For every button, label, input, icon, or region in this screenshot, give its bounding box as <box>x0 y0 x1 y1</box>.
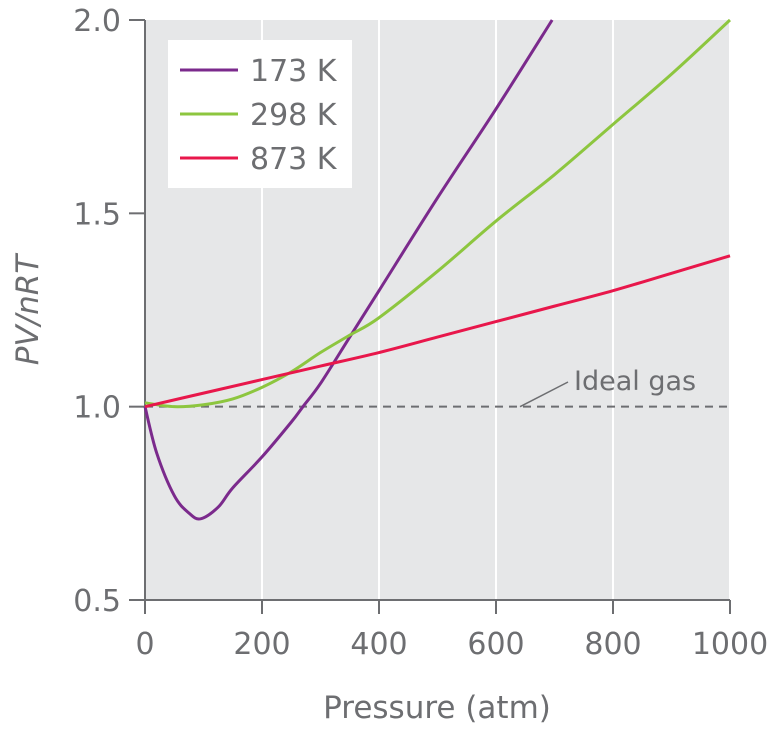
x-tick-label: 200 <box>233 627 290 662</box>
y-tick-label: 1.0 <box>73 391 121 426</box>
ideal-gas-label: Ideal gas <box>574 366 696 397</box>
x-tick-label: 1000 <box>692 627 768 662</box>
y-tick-label: 2.0 <box>73 4 121 39</box>
series-line-173k <box>143 19 554 521</box>
ideal-gas-reference: Ideal gas <box>145 366 730 408</box>
y-tick-label: 0.5 <box>73 584 121 619</box>
legend: 173 K 298 K 873 K <box>168 40 352 188</box>
series-lines <box>143 18 732 521</box>
ideal-gas-leader <box>519 381 569 408</box>
legend-label: 873 K <box>250 142 338 177</box>
legend-label: 298 K <box>250 98 338 133</box>
y-tick-label: 1.5 <box>73 197 121 232</box>
x-tick-label: 400 <box>350 627 407 662</box>
legend-label: 173 K <box>250 54 338 89</box>
axes <box>129 19 731 614</box>
series-line-873k <box>144 254 731 409</box>
y-axis-label: PV/nRT <box>10 253 46 366</box>
x-tick-label: 0 <box>135 627 154 662</box>
tick-labels: 0 200 400 600 800 1000 0.5 1.0 1.5 2.0 <box>73 4 768 662</box>
x-tick-label: 800 <box>584 627 641 662</box>
series-line-298k <box>144 18 732 409</box>
x-tick-label: 600 <box>467 627 524 662</box>
x-axis-label: Pressure (atm) <box>323 690 551 726</box>
